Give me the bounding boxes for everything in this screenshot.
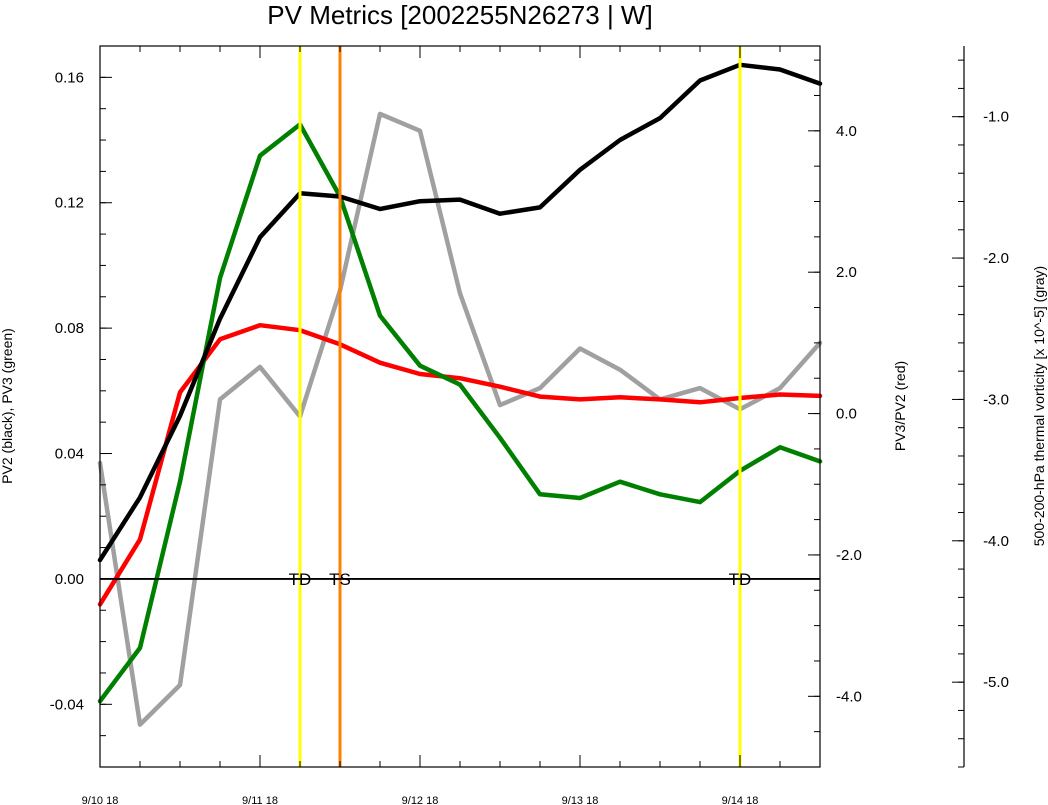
right-tick-label: -2.0: [836, 547, 862, 564]
far-right-tick-label: -3.0: [983, 391, 1009, 408]
right-axis-label: PV3/PV2 (red): [892, 361, 908, 451]
series-line: [97, 322, 823, 607]
x-tick-label: 9/14 18: [722, 795, 759, 805]
series-line: [97, 62, 823, 563]
x-tick-label: 9/11 18: [242, 795, 278, 805]
left-tick-label: 0.04: [55, 446, 84, 463]
left-axis-label: PV2 (black), PV3 (green): [0, 328, 15, 484]
plot-frame: [99, 45, 821, 768]
left-tick-label: 0.12: [55, 195, 84, 212]
far-right-tick-label: -4.0: [983, 533, 1009, 550]
far-right-tick-label: -5.0: [983, 674, 1009, 691]
series-layer: [97, 62, 823, 727]
chart-title: PV Metrics [2002255N26273 | W]: [267, 0, 652, 30]
left-tick-label: 0.08: [55, 320, 84, 337]
right-tick-label: 0.0: [836, 406, 857, 423]
series-line: [97, 122, 823, 704]
x-tick-label: 9/10 18: [82, 795, 119, 805]
axes-layer: 9/10 18 9/11 18 9/12 18 9/13 18 9/14 18 -0.04…: [50, 45, 1009, 805]
left-tick-label: 0.00: [55, 571, 84, 588]
left-tick-label: -0.04: [50, 696, 84, 713]
events-layer: TD TS TD: [289, 46, 751, 767]
far-right-tick-label: -1.0: [983, 109, 1009, 126]
x-tick-label: 9/12 18: [402, 795, 439, 805]
left-tick-label: 0.16: [55, 69, 84, 86]
far-right-axis-label: 500-200-hPa thermal vorticity [x 10^-5] …: [1031, 266, 1047, 546]
right-tick-label: -4.0: [836, 688, 862, 705]
x-tick-label: 9/13 18: [562, 795, 599, 805]
right-tick-label: 2.0: [836, 264, 857, 281]
far-right-tick-label: -2.0: [983, 250, 1009, 267]
right-tick-label: 4.0: [836, 123, 857, 140]
series-line: [97, 111, 823, 727]
